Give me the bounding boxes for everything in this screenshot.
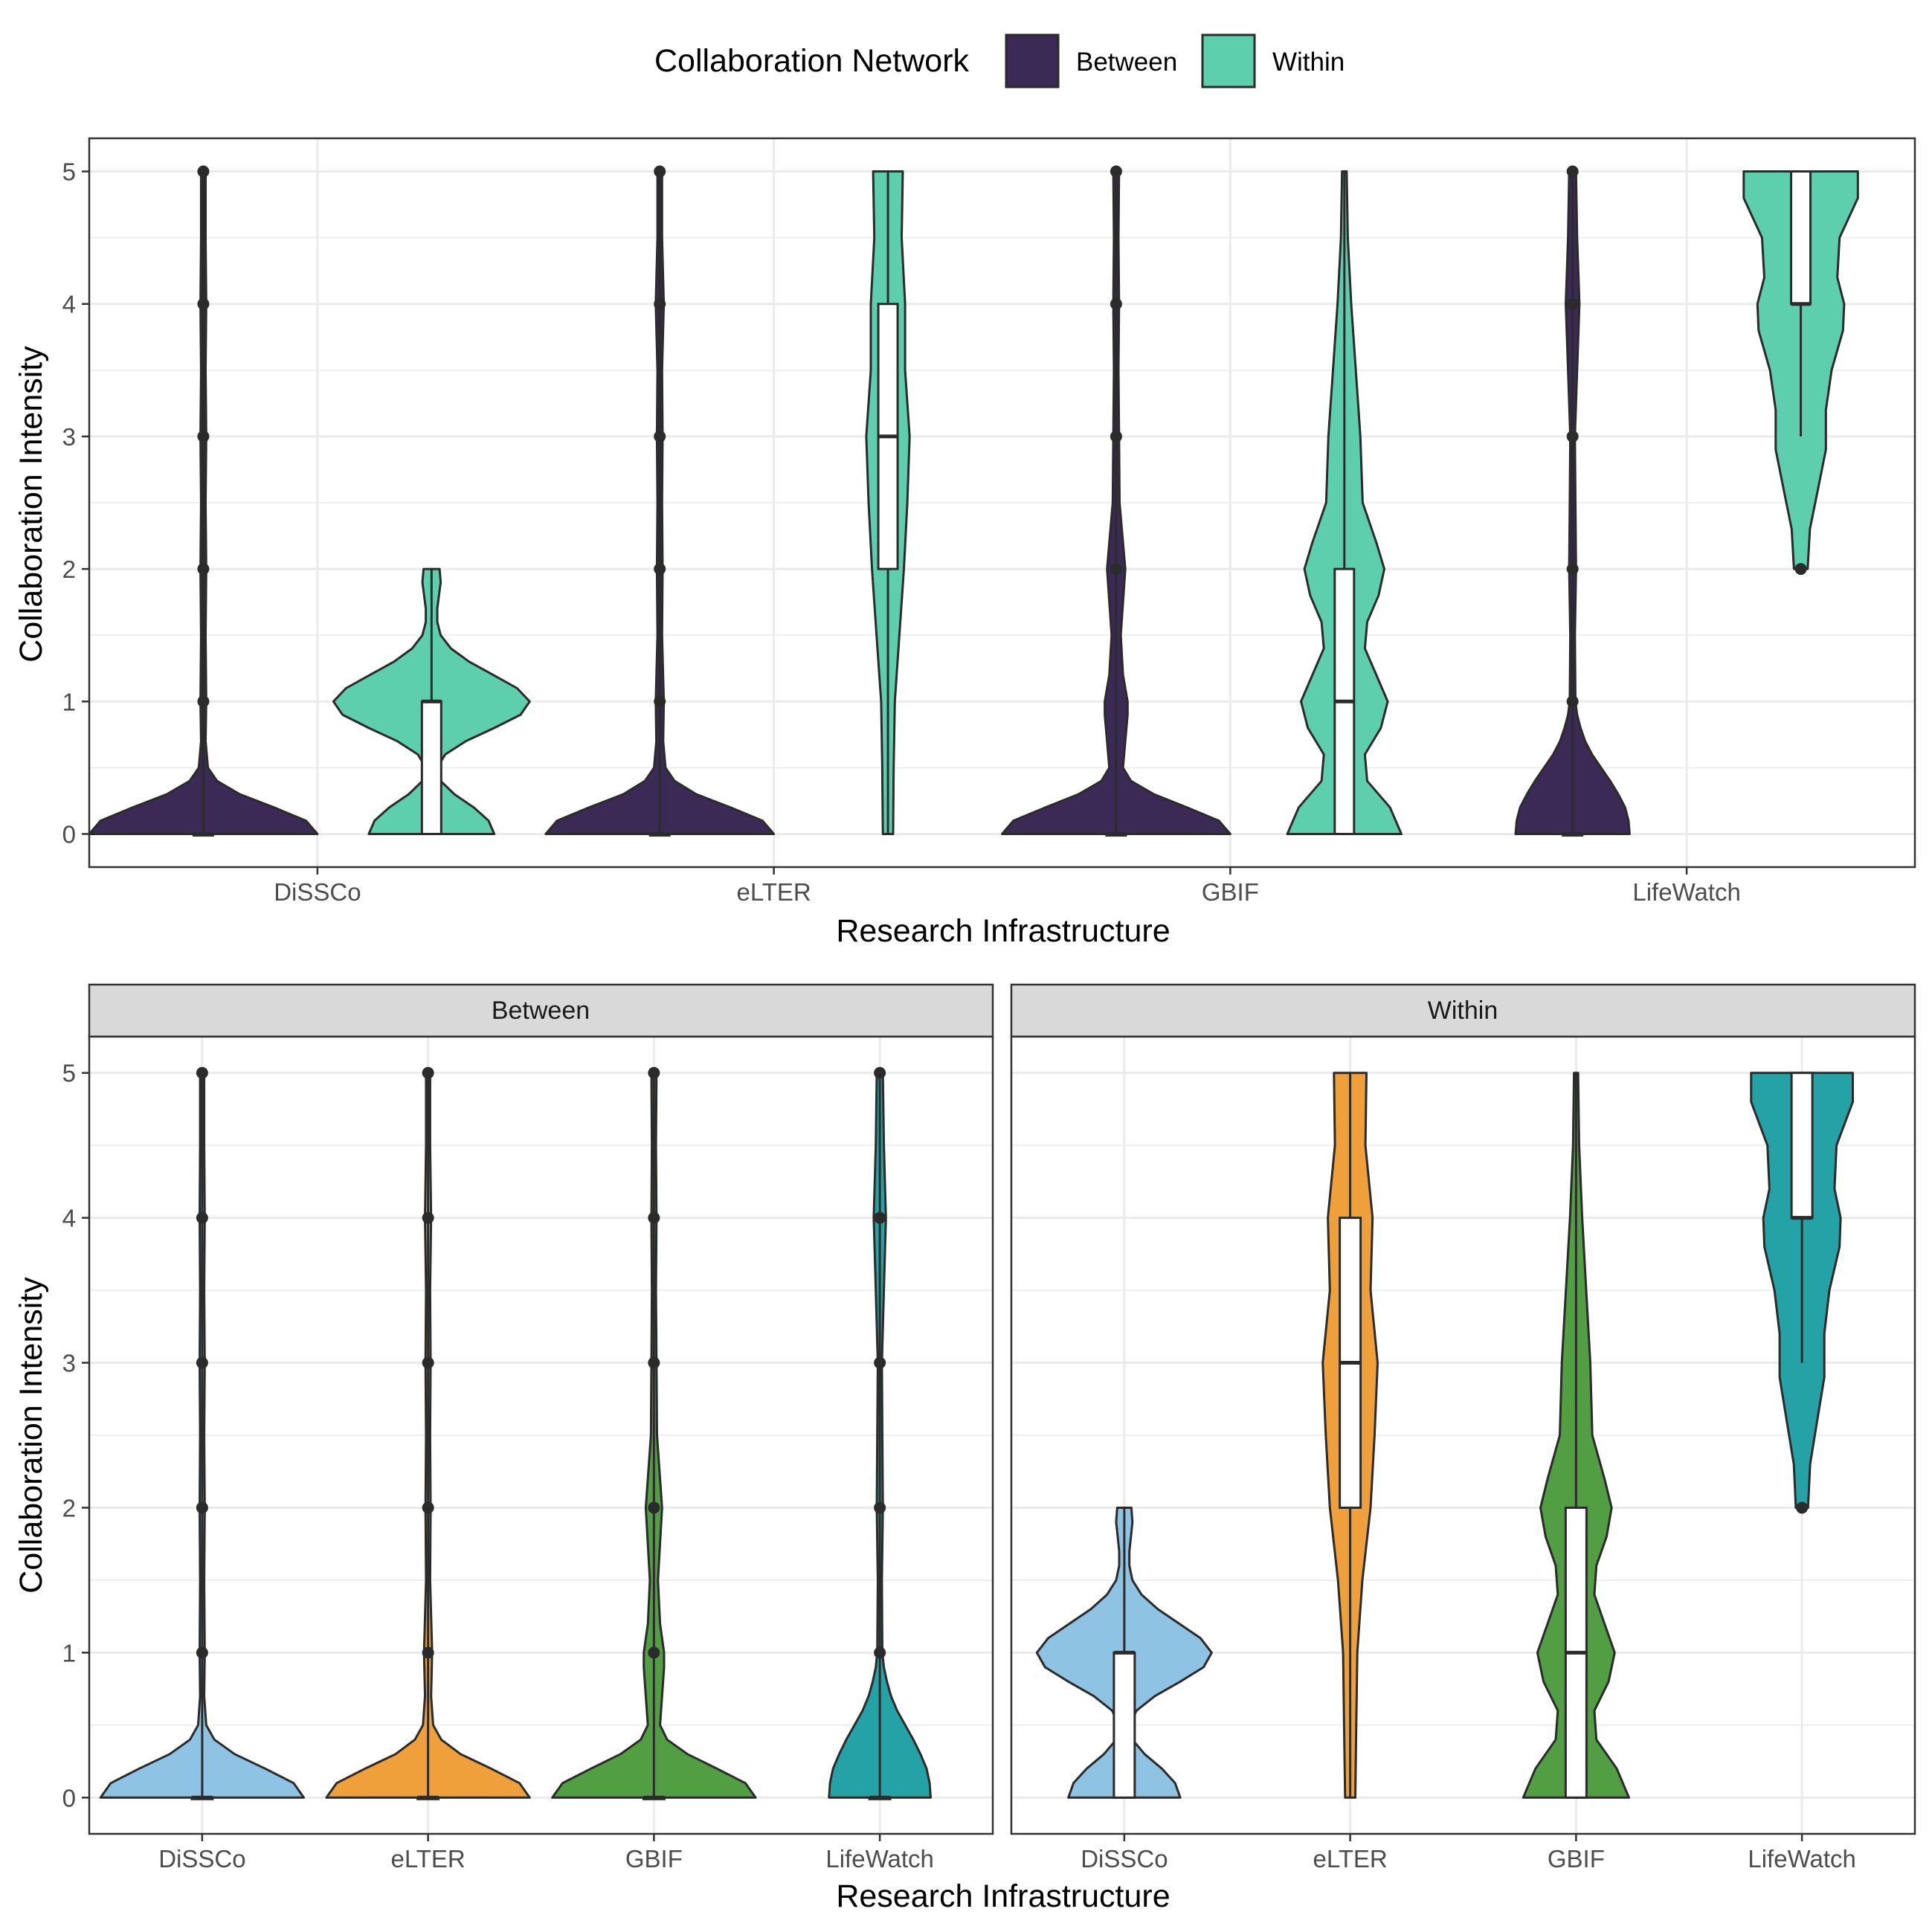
x-tick-label-gbif: GBIF	[1548, 1845, 1605, 1873]
y-tick-label: 3	[62, 423, 76, 451]
outlier-point-elter-between	[654, 165, 666, 178]
bottom-x-axis-title: Research Infrastructure	[836, 1878, 1170, 1914]
outlier-point-elter	[422, 1066, 434, 1079]
x-tick-label-dissco: DiSSCo	[1081, 1845, 1168, 1873]
outlier-point-elter-between	[654, 297, 666, 310]
top-panel: 0 1 2 3 4 5 DiSSCo eLTER GBIF LifeWatch	[62, 137, 1916, 906]
x-tick-label-elter: eLTER	[1313, 1845, 1387, 1873]
outlier-point-lifewatch-between	[1566, 563, 1579, 576]
outlier-point-gbif-between	[1110, 297, 1122, 310]
outlier-point-gbif-between	[1110, 563, 1122, 576]
x-tick-label-dissco: DiSSCo	[274, 878, 361, 906]
y-tick-label: 5	[62, 1060, 76, 1087]
legend-swatch-between	[1005, 33, 1060, 88]
x-tick-label-lifewatch: LifeWatch	[1748, 1845, 1856, 1873]
y-tick-label: 2	[62, 556, 76, 583]
legend-label-within: Within	[1272, 48, 1345, 77]
outlier-point-elter	[422, 1356, 434, 1369]
outlier-point-gbif-between	[1110, 165, 1122, 178]
top-y-axis-title: Collaboration Intensity	[13, 346, 49, 663]
strip-label-within: Within	[1428, 996, 1498, 1025]
x-tick-label-gbif: GBIF	[625, 1845, 683, 1873]
top-x-axis-title: Research Infrastructure	[836, 913, 1170, 949]
bottom-y-axis-title: Collaboration Intensity	[13, 1277, 49, 1594]
x-tick-label-lifewatch: LifeWatch	[825, 1845, 934, 1873]
y-tick-label: 0	[62, 1784, 76, 1812]
strip-label-between: Between	[492, 996, 590, 1025]
legend-swatch-within	[1201, 33, 1256, 88]
between-panel: 0 1 2 3 4 5 DiSSCo eLTER GBIF LifeWatch	[62, 1035, 994, 1873]
outlier-point-lifewatch-between	[1566, 165, 1579, 178]
legend: Collaboration Network Between Within	[654, 33, 1345, 88]
box-dissco-within	[420, 700, 442, 835]
outlier-point-elter	[422, 1501, 434, 1514]
outlier-point-gbif	[648, 1066, 660, 1079]
y-tick-label: 3	[62, 1350, 76, 1377]
x-tick-label-elter: eLTER	[390, 1845, 465, 1873]
panel-border	[1010, 1035, 1916, 1835]
outlier-point-lifewatch-between	[1566, 695, 1579, 708]
within-panel: DiSSCo eLTER GBIF LifeWatch	[1010, 1035, 1916, 1873]
outlier-point-dissco-between	[197, 563, 210, 576]
x-tick-label-gbif: GBIF	[1202, 878, 1259, 906]
legend-title: Collaboration Network	[654, 43, 970, 79]
y-tick-label: 1	[62, 1639, 76, 1667]
outlier-point-dissco	[196, 1211, 208, 1224]
outlier-point-dissco	[196, 1066, 208, 1079]
y-tick-label: 4	[62, 1205, 76, 1232]
outlier-point-lifewatch	[1796, 1501, 1809, 1514]
outlier-point-lifewatch-within	[1794, 563, 1807, 576]
outlier-point-elter-between	[654, 430, 666, 442]
legend-label-between: Between	[1076, 48, 1177, 77]
outlier-point-lifewatch-between	[1566, 297, 1579, 310]
y-tick-label: 1	[62, 688, 76, 715]
outlier-point-dissco-between	[197, 165, 210, 178]
y-tick-label: 2	[62, 1494, 76, 1522]
box-lifewatch	[1790, 1072, 1814, 1220]
outlier-point-lifewatch	[874, 1501, 886, 1514]
box-lifewatch-within	[1790, 170, 1812, 306]
outlier-point-gbif-between	[1110, 430, 1122, 442]
strip-between	[88, 983, 994, 1038]
outlier-point-lifewatch	[874, 1066, 886, 1079]
y-tick-label: 0	[62, 820, 76, 848]
outlier-point-dissco-between	[197, 695, 210, 708]
x-tick-label-lifewatch: LifeWatch	[1632, 878, 1741, 906]
strip-within	[1010, 983, 1916, 1038]
outlier-point-elter-between	[654, 563, 666, 576]
outlier-point-gbif	[648, 1211, 660, 1224]
outlier-point-gbif	[648, 1356, 660, 1369]
x-tick-label-dissco: DiSSCo	[158, 1845, 245, 1873]
outlier-point-dissco-between	[197, 297, 210, 310]
outlier-point-lifewatch-between	[1566, 430, 1579, 442]
outlier-point-elter	[422, 1646, 434, 1659]
y-tick-label: 5	[62, 158, 76, 186]
outlier-point-gbif	[648, 1646, 660, 1659]
panel-border	[88, 137, 1916, 869]
outlier-point-elter	[422, 1211, 434, 1224]
panel-border	[88, 1035, 994, 1835]
outlier-point-lifewatch	[874, 1211, 886, 1224]
box-dissco	[1112, 1651, 1136, 1799]
outlier-point-dissco-between	[197, 430, 210, 442]
outlier-point-lifewatch	[874, 1646, 886, 1659]
y-tick-label: 4	[62, 291, 76, 318]
outlier-point-lifewatch	[874, 1356, 886, 1369]
outlier-point-dissco	[196, 1356, 208, 1369]
outlier-point-gbif	[648, 1501, 660, 1514]
outlier-point-elter-between	[654, 695, 666, 708]
outlier-point-dissco	[196, 1501, 208, 1514]
outlier-point-dissco	[196, 1646, 208, 1659]
x-tick-label-elter: eLTER	[736, 878, 811, 906]
